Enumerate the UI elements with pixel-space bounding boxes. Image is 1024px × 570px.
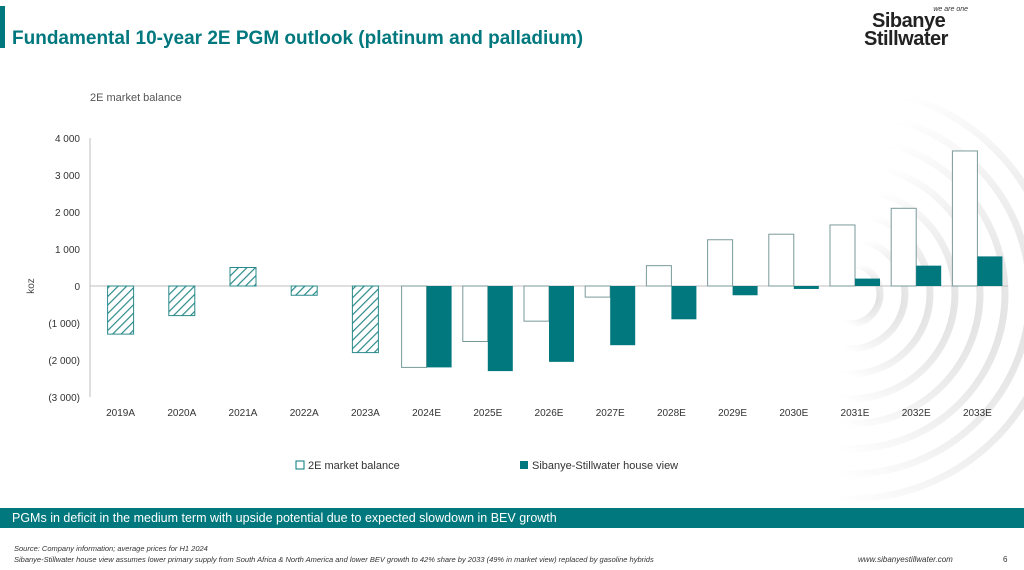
x-tick-label: 2033E bbox=[963, 408, 992, 419]
legend-label-house: Sibanye-Stillwater house view bbox=[532, 460, 678, 472]
y-tick-label: 3 000 bbox=[55, 171, 80, 182]
assumption-note: Sibanye-Stillwater house view assumes lo… bbox=[14, 555, 654, 564]
x-tick-label: 2022A bbox=[290, 408, 319, 419]
x-tick-label: 2032E bbox=[902, 408, 931, 419]
logo-line-2: Stillwater bbox=[864, 28, 948, 50]
bar-market-2027E bbox=[584, 285, 611, 298]
legend-label-market: 2E market balance bbox=[308, 460, 400, 472]
company-logo: we are one Sibanye Stillwater bbox=[864, 4, 974, 50]
bar-house-2033E bbox=[977, 256, 1003, 286]
website-link[interactable]: www.sibanyestillwater.com bbox=[858, 555, 953, 564]
bar-market-2033E bbox=[951, 150, 978, 287]
legend-swatch-house bbox=[520, 461, 528, 469]
chart-title: 2E market balance bbox=[90, 92, 182, 104]
page-title: Fundamental 10-year 2E PGM outlook (plat… bbox=[12, 28, 584, 49]
x-tick-label: 2019A bbox=[106, 408, 135, 419]
bar-historical-2020A bbox=[168, 285, 196, 317]
banner-text: PGMs in deficit in the medium term with … bbox=[12, 511, 557, 525]
y-tick-label: (3 000) bbox=[48, 393, 80, 404]
x-tick-label: 2027E bbox=[596, 408, 625, 419]
x-tick-label: 2025E bbox=[473, 408, 502, 419]
x-tick-label: 2020A bbox=[167, 408, 196, 419]
bar-market-2032E bbox=[890, 207, 917, 287]
bar-market-2024E bbox=[401, 285, 428, 368]
bar-house-2030E bbox=[793, 286, 819, 289]
x-tick-label: 2026E bbox=[535, 408, 564, 419]
y-tick-label: 4 000 bbox=[55, 134, 80, 145]
bar-house-2025E bbox=[487, 286, 513, 372]
fingerprint-decoration bbox=[641, 85, 1024, 503]
key-message-banner: PGMs in deficit in the medium term with … bbox=[0, 508, 1024, 528]
bar-house-2028E bbox=[671, 286, 697, 320]
bar-historical-2023A bbox=[351, 285, 379, 354]
source-note: Source: Company information; average pri… bbox=[14, 544, 208, 553]
bar-house-2026E bbox=[549, 286, 574, 362]
y-axis-label: koz bbox=[26, 278, 37, 294]
bar-market-2025E bbox=[462, 285, 489, 342]
bar-historical-2019A bbox=[107, 285, 135, 335]
legend-swatch-market bbox=[295, 460, 305, 470]
bar-house-2032E bbox=[916, 265, 942, 286]
bar-market-2030E bbox=[768, 233, 795, 287]
title-accent-bar bbox=[0, 6, 5, 48]
y-tick-label: (2 000) bbox=[48, 356, 80, 367]
y-tick-label: 1 000 bbox=[55, 245, 80, 256]
bar-house-2031E bbox=[855, 278, 880, 286]
logo-tagline: we are one bbox=[933, 6, 968, 13]
market-balance-chart: 2E market balance koz 4 000 3 000 2 000 1 0… bbox=[26, 92, 1008, 472]
y-tick-label: 0 bbox=[74, 282, 80, 293]
y-tick-label: (1 000) bbox=[48, 319, 80, 330]
bar-market-2031E bbox=[829, 224, 856, 287]
bar-market-2029E bbox=[707, 239, 734, 287]
y-tick-label: 2 000 bbox=[55, 208, 80, 219]
bar-market-2026E bbox=[523, 285, 550, 322]
bar-house-2029E bbox=[732, 286, 758, 296]
x-tick-label: 2028E bbox=[657, 408, 686, 419]
bar-house-2027E bbox=[610, 286, 636, 346]
bar-historical-2021A bbox=[229, 267, 257, 287]
x-tick-label: 2029E bbox=[718, 408, 747, 419]
bar-historical-2022A bbox=[290, 285, 318, 296]
logo-line-1: Sibanye bbox=[872, 10, 946, 32]
x-tick-label: 2021A bbox=[229, 408, 258, 419]
bar-house-2024E bbox=[426, 286, 452, 368]
bar-market-2028E bbox=[645, 265, 672, 287]
x-tick-label: 2023A bbox=[351, 408, 380, 419]
page-number: 6 bbox=[1003, 555, 1008, 564]
x-tick-label: 2024E bbox=[412, 408, 441, 419]
x-tick-label: 2031E bbox=[841, 408, 870, 419]
x-tick-label: 2030E bbox=[779, 408, 808, 419]
